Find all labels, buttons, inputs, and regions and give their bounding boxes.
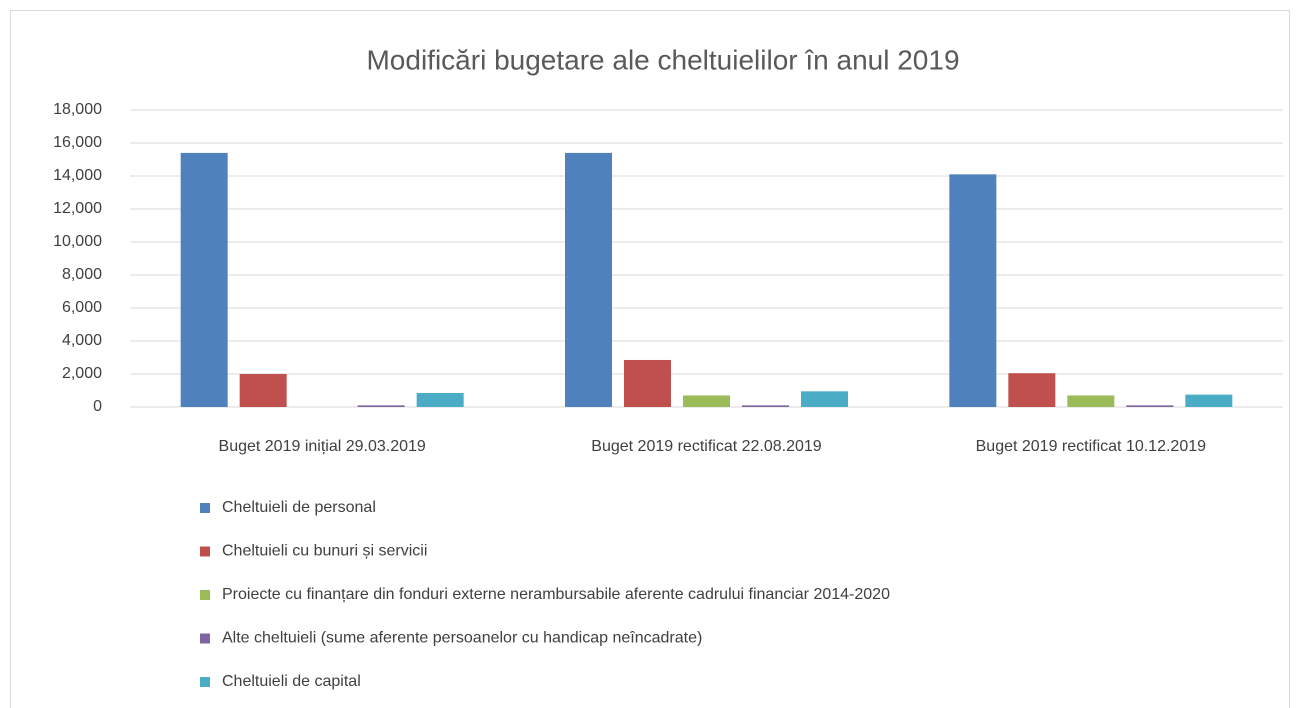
bar [357, 405, 405, 407]
legend-swatch [200, 546, 210, 557]
legend-label: Cheltuieli de capital [222, 673, 361, 690]
legend-swatch [200, 503, 210, 513]
bar [624, 359, 671, 407]
y-tick-label: 0 [93, 398, 102, 415]
bar [180, 152, 228, 407]
bar [683, 395, 730, 407]
y-tick-label: 2,000 [62, 365, 102, 382]
bar [1008, 373, 1056, 407]
x-tick-label: Buget 2019 rectificat 10.12.2019 [976, 438, 1206, 455]
bar [1126, 405, 1174, 407]
bar [1185, 394, 1233, 407]
bar [565, 152, 612, 407]
y-tick-label: 12,000 [53, 200, 102, 217]
y-tick-label: 16,000 [53, 134, 102, 151]
y-tick-label: 14,000 [53, 167, 102, 184]
legend-label: Cheltuieli cu bunuri și servicii [222, 543, 427, 560]
bar [239, 374, 287, 407]
bar [801, 391, 848, 407]
bar [742, 405, 789, 407]
y-tick-label: 4,000 [62, 332, 102, 349]
legend-label: Alte cheltuieli (sume aferente persoanel… [222, 630, 702, 647]
legend-swatch [200, 590, 210, 600]
x-tick-label: Buget 2019 inițial 29.03.2019 [219, 438, 426, 455]
y-tick-label: 6,000 [62, 299, 102, 316]
y-tick-label: 8,000 [62, 266, 102, 283]
bar [949, 174, 997, 407]
bar [1067, 395, 1115, 407]
y-tick-label: 10,000 [53, 233, 102, 250]
y-tick-label: 18,000 [53, 101, 102, 118]
chart-title: Modificări bugetare ale cheltuielilor în… [366, 44, 959, 75]
x-tick-label: Buget 2019 rectificat 22.08.2019 [591, 438, 821, 455]
legend-label: Proiecte cu finanțare din fonduri extern… [222, 586, 890, 603]
bar [416, 392, 464, 407]
legend-swatch [200, 633, 210, 644]
legend-swatch [200, 677, 210, 687]
legend-label: Cheltuieli de personal [222, 499, 376, 516]
